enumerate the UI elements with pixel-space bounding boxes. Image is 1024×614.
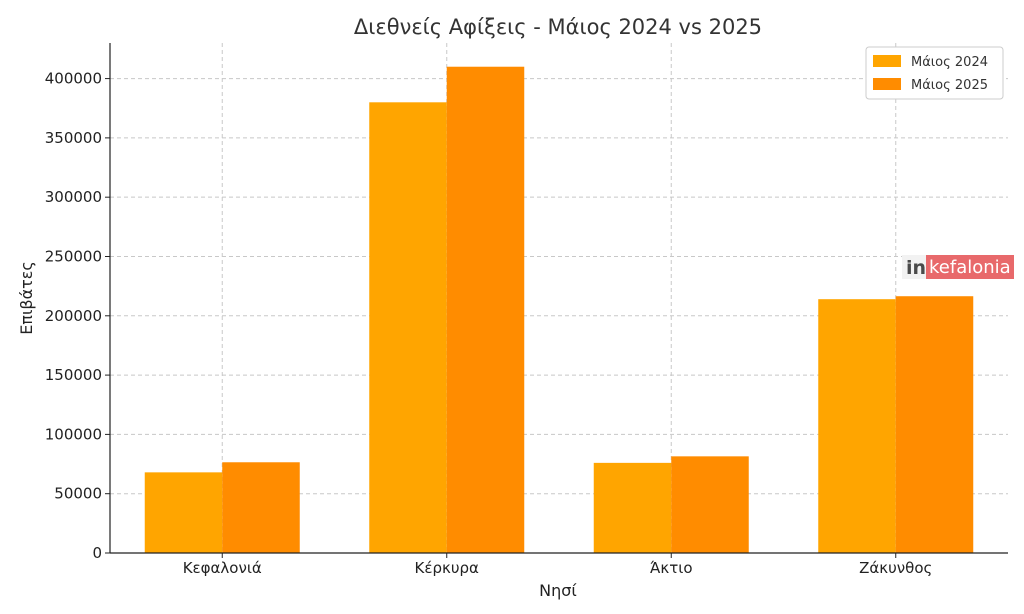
y-tick-label: 0 <box>92 544 102 562</box>
bar-2024-3 <box>818 299 896 553</box>
y-tick-label: 200000 <box>45 307 102 325</box>
y-tick-label: 250000 <box>45 247 102 265</box>
y-tick-label: 400000 <box>45 70 102 88</box>
logo-text-kefalonia: kefalonia <box>929 257 1011 278</box>
y-tick-label: 50000 <box>54 485 102 503</box>
bars <box>144 66 974 554</box>
x-tick-label: Κεφαλονιά <box>183 559 262 577</box>
bar-2025-1 <box>446 66 525 553</box>
bar-2024-0 <box>144 472 223 553</box>
x-axis-label: Νησί <box>539 581 577 600</box>
logo-right-bg <box>926 255 1014 279</box>
bar-2025-2 <box>671 456 749 553</box>
axes <box>109 43 1008 554</box>
y-axis-label: Επιβάτες <box>17 261 36 335</box>
logo-text-in: in <box>906 257 926 279</box>
logo-left-bg <box>902 255 926 279</box>
inkefalonia-logo: in kefalonia <box>902 255 1014 279</box>
legend-swatch-2024 <box>873 55 901 67</box>
legend-label-2024: Μάιος 2024 <box>911 55 988 70</box>
y-tick-label: 300000 <box>45 188 102 206</box>
x-tick-label: Άκτιο <box>650 559 693 577</box>
bar-2025-0 <box>222 462 300 553</box>
x-tick-label: Ζάκυνθος <box>859 559 932 577</box>
legend-label-2025: Μάιος 2025 <box>911 78 988 93</box>
bar-2024-2 <box>593 462 672 553</box>
legend-swatch-2025 <box>873 78 901 90</box>
y-tick-labels: 0 50000 100000 150000 200000 250000 300000 3500… <box>45 70 102 562</box>
bar-2025-3 <box>895 296 974 553</box>
y-tick-label: 350000 <box>45 129 102 147</box>
x-tick-labels: Κεφαλονιά Κέρκυρα Άκτιο Ζάκυνθος <box>183 559 933 577</box>
bar-2024-1 <box>369 102 447 554</box>
y-tick-label: 150000 <box>45 366 102 384</box>
legend: Μάιος 2024 Μάιος 2025 <box>865 46 1004 100</box>
chart-title: Διεθνείς Αφίξεις - Μάιος 2024 vs 2025 <box>354 15 762 39</box>
y-tick-label: 100000 <box>45 425 102 443</box>
x-tick-label: Κέρκυρα <box>415 559 480 577</box>
